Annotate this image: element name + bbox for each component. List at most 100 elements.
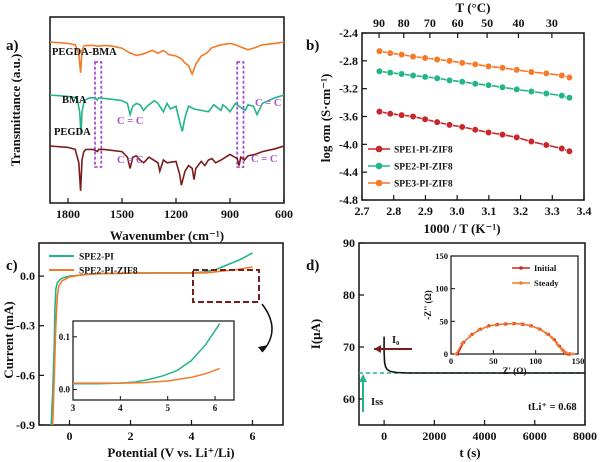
nyquist-point-steady xyxy=(510,321,515,326)
panel-a-frame xyxy=(49,16,285,204)
panel-b-frame xyxy=(361,32,585,201)
legend-label: SPE2-PI xyxy=(79,253,114,263)
nyquist-point-steady xyxy=(570,352,575,356)
highlight-band-1 xyxy=(94,61,103,168)
top-tick-label: 60 xyxy=(452,16,464,30)
inset-x-tick-label: 4 xyxy=(118,403,123,413)
panel-c-frame xyxy=(38,242,284,426)
zoom-highlight-box xyxy=(192,269,260,303)
x-tick-label: 900 xyxy=(221,207,239,221)
x-tick-label: 8000 xyxy=(573,429,597,443)
data-point-spe2-pi-zif8 xyxy=(565,94,574,102)
inset-x-tick-label: 150 xyxy=(572,356,585,366)
data-point-spe2-pi-zif8 xyxy=(458,78,466,86)
data-point-spe3-pi-zif8 xyxy=(484,62,493,71)
x-tick-label: 4000 xyxy=(473,429,497,443)
x-tick-label: 0 xyxy=(381,429,387,443)
inset-y-tick-label: 50 xyxy=(440,316,449,326)
inset-legend-label: Initial xyxy=(534,263,557,273)
y-tick-label: 0.0 xyxy=(20,269,35,283)
x-tick-label: 3.1 xyxy=(481,204,496,218)
data-point-spe2-pi-zif8 xyxy=(445,76,454,84)
nyquist-point-steady xyxy=(454,352,459,356)
panel-d-xlabel: t (s) xyxy=(459,445,480,460)
inset-x-tick-label: 5 xyxy=(165,403,170,413)
inset-legend-label: Steady xyxy=(534,278,559,288)
data-point-spe3-pi-zif8 xyxy=(421,54,429,62)
nyquist-point-steady xyxy=(536,326,541,331)
inset-legend-marker xyxy=(519,281,523,285)
series-label-pegda: PEGDA xyxy=(54,127,91,138)
y-tick-label: -3.6 xyxy=(339,110,358,124)
data-point-spe3-pi-zif8 xyxy=(375,47,384,55)
inset-frame xyxy=(72,320,235,401)
data-point-spe1-pi-zif8 xyxy=(421,115,429,123)
data-point-spe2-pi-zif8 xyxy=(398,70,406,78)
nyquist-point-steady xyxy=(550,336,555,341)
inset-y-tick-label: 100 xyxy=(435,284,448,294)
nyquist-point-steady xyxy=(476,327,481,332)
inset-y-tick-label: 0.1 xyxy=(59,332,71,342)
x-tick-label: 1500 xyxy=(110,207,134,221)
top-tick-label: 50 xyxy=(481,16,493,30)
zoom-arrow xyxy=(261,303,273,353)
data-point-spe1-pi-zif8 xyxy=(542,141,550,149)
nyquist-point-steady xyxy=(502,321,507,326)
inset-x-tick-label: 50 xyxy=(489,356,498,366)
panel-c-label: c) xyxy=(6,258,18,274)
panel-d: d) I(μA) t (s) 0 2000 4000 6000 800090807060… xyxy=(306,236,597,460)
data-point-spe1-pi-zif8 xyxy=(558,144,566,153)
legend-label: SPE2-PI-ZIF8 xyxy=(79,267,138,277)
x-tick-label: 2.8 xyxy=(386,204,401,218)
nyquist-point-steady xyxy=(544,331,549,336)
ftir-line-pegda-bma xyxy=(49,41,285,77)
nyquist-point-steady xyxy=(493,322,498,327)
nyquist-point-steady xyxy=(519,321,524,326)
data-point-spe2-pi-zif8 xyxy=(527,87,535,96)
panel-b-xlabel: 1000 / T (K⁻¹) xyxy=(423,221,500,236)
annotation-cc-3: C = C xyxy=(255,98,281,109)
current-line xyxy=(383,336,585,374)
x-tick-label: 2 xyxy=(128,429,134,443)
data-point-spe1-pi-zif8 xyxy=(498,130,507,139)
data-point-spe3-pi-zif8 xyxy=(398,50,406,59)
inset-y-tick-label: 0.0 xyxy=(59,384,71,394)
data-point-spe1-pi-zif8 xyxy=(386,110,394,118)
x-tick-label: 3.2 xyxy=(513,204,528,218)
data-point-spe1-pi-zif8 xyxy=(527,137,535,146)
x-tick-label: 2000 xyxy=(422,429,446,443)
x-tick-label: 600 xyxy=(275,207,293,221)
nyquist-point-steady xyxy=(527,323,532,328)
inset-x-tick-label: 100 xyxy=(529,356,542,366)
panel-a-ylabel: Transmittance (a.u.) xyxy=(8,54,23,167)
data-point-spe1-pi-zif8 xyxy=(471,126,479,134)
data-point-spe2-pi-zif8 xyxy=(542,89,550,98)
x-tick-label: 6000 xyxy=(523,429,547,443)
x-tick-label: 2.9 xyxy=(418,204,433,218)
x-tick-label: 0 xyxy=(67,429,73,443)
inset-frame xyxy=(450,255,579,355)
inset-legend-marker xyxy=(519,266,523,270)
inset-line-spe2-pi-zif8 xyxy=(73,367,221,384)
data-point-spe2-pi-zif8 xyxy=(433,74,441,82)
x-tick-label: 3.3 xyxy=(545,204,560,218)
data-point-spe2-pi-zif8 xyxy=(409,71,417,80)
data-point-spe3-pi-zif8 xyxy=(527,68,535,76)
panel-b-label: b) xyxy=(306,38,319,54)
top-tick-label: 90 xyxy=(373,16,385,30)
panel-a: a) Transmittance (a.u.) Wavenumber (cm⁻¹… xyxy=(6,16,293,243)
data-point-spe3-pi-zif8 xyxy=(498,64,507,72)
inset-y-tick-label: 0 xyxy=(444,349,448,359)
y-tick-label: -4.0 xyxy=(339,137,358,151)
nyquist-point-steady xyxy=(460,341,465,346)
data-point-spe3-pi-zif8 xyxy=(558,71,566,80)
data-point-spe3-pi-zif8 xyxy=(542,69,550,77)
panel-c: c) Current (mA) Potential (V vs. Li⁺/Li)… xyxy=(1,242,284,460)
panel-d-frame xyxy=(358,242,586,426)
y-tick-label: -4.8 xyxy=(339,193,358,207)
data-point-spe1-pi-zif8 xyxy=(484,128,493,137)
annotation-cc-2: C = C xyxy=(117,155,143,166)
ftir-line-pegda xyxy=(49,145,285,191)
top-tick-label: 40 xyxy=(512,16,524,30)
